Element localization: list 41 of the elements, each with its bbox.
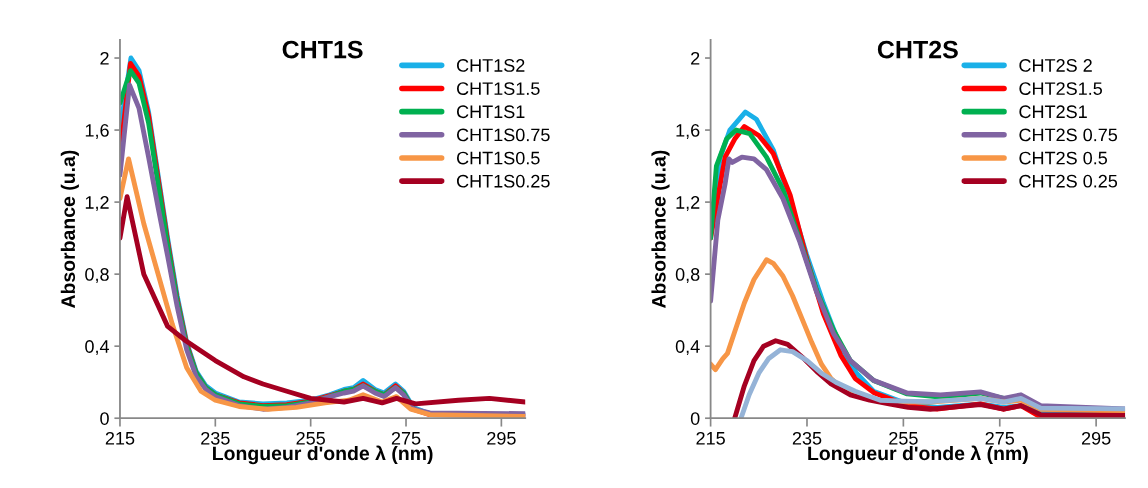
y-tick-label: 2 bbox=[691, 51, 700, 65]
x-tick-label: 235 bbox=[201, 431, 230, 445]
y-axis-title: Absorbance (u.a) bbox=[651, 150, 670, 309]
legend-label: CHT2S 0.5 bbox=[1019, 151, 1108, 165]
x-tick-label: 215 bbox=[105, 431, 135, 445]
legend-label: CHT1S1.5 bbox=[457, 82, 540, 95]
chart-title: CHT2S bbox=[877, 40, 958, 59]
legend-label: CHT1S0.5 bbox=[457, 151, 540, 165]
legend-label: CHT2S 0.25 bbox=[1019, 174, 1118, 188]
y-tick-label: 0,4 bbox=[85, 340, 110, 356]
chart-title: CHT1S bbox=[282, 40, 363, 59]
y-tick-label: 2 bbox=[100, 51, 109, 65]
legend-label: CHT1S0.25 bbox=[457, 174, 550, 188]
y-tick-label: 0,8 bbox=[675, 268, 700, 283]
y-tick-label: 0,4 bbox=[675, 340, 700, 356]
legend-label: CHT2S 0.75 bbox=[1019, 128, 1118, 142]
x-tick-label: 295 bbox=[487, 431, 516, 445]
line-series bbox=[119, 194, 526, 407]
x-tick-label: 255 bbox=[296, 431, 325, 445]
x-tick-label: 255 bbox=[889, 431, 918, 445]
legend-label: CHT2S 2 bbox=[1019, 59, 1092, 72]
x-tick-label: 235 bbox=[792, 431, 822, 445]
y-tick-label: 1,6 bbox=[676, 124, 700, 139]
legend-label: CHT1S1 bbox=[457, 105, 525, 119]
x-axis-title: Longueur d'onde λ (nm) bbox=[213, 445, 433, 465]
y-tick-label: 0 bbox=[690, 412, 700, 425]
legend-label: CHT2S1.5 bbox=[1019, 82, 1103, 95]
legend-label: CHT1S0.75 bbox=[457, 128, 550, 142]
y-tick-label: 0 bbox=[100, 412, 109, 425]
x-tick-label: 275 bbox=[391, 431, 421, 445]
x-axis-title: Longueur d'onde λ (nm) bbox=[808, 445, 1028, 465]
legend-label: CHT2S1 bbox=[1019, 105, 1087, 119]
legend-label: CHT1S2 bbox=[457, 59, 525, 72]
x-tick-label: 215 bbox=[696, 431, 725, 445]
y-tick-label: 1,6 bbox=[85, 124, 109, 139]
x-tick-label: 295 bbox=[1081, 431, 1111, 445]
y-tick-label: 1,2 bbox=[676, 196, 700, 211]
y-tick-label: 1,2 bbox=[85, 196, 109, 211]
y-axis-title: Absorbance (u.a) bbox=[60, 150, 79, 309]
y-tick-label: 0,8 bbox=[85, 268, 109, 283]
x-tick-label: 275 bbox=[985, 431, 1015, 445]
